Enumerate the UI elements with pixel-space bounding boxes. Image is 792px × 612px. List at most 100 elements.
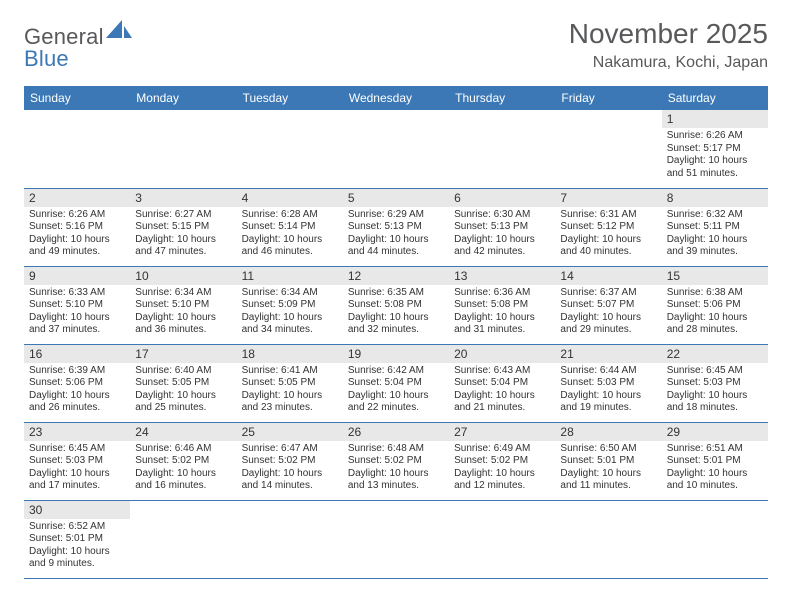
day-cell [237, 110, 343, 188]
week-row: 16Sunrise: 6:39 AMSunset: 5:06 PMDayligh… [24, 344, 768, 422]
title-block: November 2025 Nakamura, Kochi, Japan [569, 18, 768, 72]
day-cell: 18Sunrise: 6:41 AMSunset: 5:05 PMDayligh… [237, 344, 343, 422]
day-cell: 22Sunrise: 6:45 AMSunset: 5:03 PMDayligh… [662, 344, 768, 422]
day-number: 29 [662, 423, 768, 441]
day-cell: 25Sunrise: 6:47 AMSunset: 5:02 PMDayligh… [237, 422, 343, 500]
day-detail: Sunrise: 6:37 AMSunset: 5:07 PMDaylight:… [555, 285, 661, 341]
sail-icon [106, 20, 132, 45]
day-detail: Sunrise: 6:33 AMSunset: 5:10 PMDaylight:… [24, 285, 130, 341]
day-number: 23 [24, 423, 130, 441]
day-detail: Sunrise: 6:34 AMSunset: 5:10 PMDaylight:… [130, 285, 236, 341]
day-cell [24, 110, 130, 188]
day-number: 30 [24, 501, 130, 519]
day-detail: Sunrise: 6:44 AMSunset: 5:03 PMDaylight:… [555, 363, 661, 419]
day-number: 26 [343, 423, 449, 441]
day-cell: 15Sunrise: 6:38 AMSunset: 5:06 PMDayligh… [662, 266, 768, 344]
day-detail: Sunrise: 6:27 AMSunset: 5:15 PMDaylight:… [130, 207, 236, 263]
day-detail: Sunrise: 6:49 AMSunset: 5:02 PMDaylight:… [449, 441, 555, 497]
day-header-row: SundayMondayTuesdayWednesdayThursdayFrid… [24, 86, 768, 110]
day-header: Saturday [662, 86, 768, 110]
day-header: Wednesday [343, 86, 449, 110]
day-cell [449, 500, 555, 578]
day-number: 16 [24, 345, 130, 363]
header: General November 2025 Nakamura, Kochi, J… [24, 18, 768, 72]
day-cell: 11Sunrise: 6:34 AMSunset: 5:09 PMDayligh… [237, 266, 343, 344]
day-detail: Sunrise: 6:29 AMSunset: 5:13 PMDaylight:… [343, 207, 449, 263]
day-cell: 27Sunrise: 6:49 AMSunset: 5:02 PMDayligh… [449, 422, 555, 500]
logo-text-blue: Blue [24, 46, 69, 71]
day-cell [662, 500, 768, 578]
day-number: 25 [237, 423, 343, 441]
month-title: November 2025 [569, 18, 768, 50]
day-header: Sunday [24, 86, 130, 110]
day-cell [130, 500, 236, 578]
day-cell: 4Sunrise: 6:28 AMSunset: 5:14 PMDaylight… [237, 188, 343, 266]
day-number: 13 [449, 267, 555, 285]
day-number: 10 [130, 267, 236, 285]
day-detail: Sunrise: 6:26 AMSunset: 5:16 PMDaylight:… [24, 207, 130, 263]
day-detail: Sunrise: 6:50 AMSunset: 5:01 PMDaylight:… [555, 441, 661, 497]
day-cell [449, 110, 555, 188]
day-detail: Sunrise: 6:45 AMSunset: 5:03 PMDaylight:… [24, 441, 130, 497]
location: Nakamura, Kochi, Japan [569, 54, 768, 72]
day-number: 1 [662, 110, 768, 128]
day-cell: 23Sunrise: 6:45 AMSunset: 5:03 PMDayligh… [24, 422, 130, 500]
day-cell: 29Sunrise: 6:51 AMSunset: 5:01 PMDayligh… [662, 422, 768, 500]
day-cell: 5Sunrise: 6:29 AMSunset: 5:13 PMDaylight… [343, 188, 449, 266]
day-number: 24 [130, 423, 236, 441]
day-number: 28 [555, 423, 661, 441]
day-detail: Sunrise: 6:42 AMSunset: 5:04 PMDaylight:… [343, 363, 449, 419]
day-number: 22 [662, 345, 768, 363]
day-number: 19 [343, 345, 449, 363]
day-number: 21 [555, 345, 661, 363]
day-detail: Sunrise: 6:38 AMSunset: 5:06 PMDaylight:… [662, 285, 768, 341]
week-row: 30Sunrise: 6:52 AMSunset: 5:01 PMDayligh… [24, 500, 768, 578]
day-cell: 3Sunrise: 6:27 AMSunset: 5:15 PMDaylight… [130, 188, 236, 266]
day-cell: 12Sunrise: 6:35 AMSunset: 5:08 PMDayligh… [343, 266, 449, 344]
day-detail: Sunrise: 6:43 AMSunset: 5:04 PMDaylight:… [449, 363, 555, 419]
day-cell: 14Sunrise: 6:37 AMSunset: 5:07 PMDayligh… [555, 266, 661, 344]
day-number: 12 [343, 267, 449, 285]
day-cell: 7Sunrise: 6:31 AMSunset: 5:12 PMDaylight… [555, 188, 661, 266]
logo-blue-row: Blue [24, 46, 69, 72]
day-number: 11 [237, 267, 343, 285]
day-detail: Sunrise: 6:52 AMSunset: 5:01 PMDaylight:… [24, 519, 130, 575]
day-cell: 8Sunrise: 6:32 AMSunset: 5:11 PMDaylight… [662, 188, 768, 266]
day-cell: 10Sunrise: 6:34 AMSunset: 5:10 PMDayligh… [130, 266, 236, 344]
day-header: Thursday [449, 86, 555, 110]
page: General November 2025 Nakamura, Kochi, J… [0, 0, 792, 612]
day-number: 17 [130, 345, 236, 363]
day-detail: Sunrise: 6:48 AMSunset: 5:02 PMDaylight:… [343, 441, 449, 497]
day-cell: 6Sunrise: 6:30 AMSunset: 5:13 PMDaylight… [449, 188, 555, 266]
day-detail: Sunrise: 6:28 AMSunset: 5:14 PMDaylight:… [237, 207, 343, 263]
day-number: 4 [237, 189, 343, 207]
day-header: Friday [555, 86, 661, 110]
day-number: 9 [24, 267, 130, 285]
day-number: 7 [555, 189, 661, 207]
calendar-table: SundayMondayTuesdayWednesdayThursdayFrid… [24, 86, 768, 579]
day-number: 27 [449, 423, 555, 441]
day-number: 14 [555, 267, 661, 285]
day-detail: Sunrise: 6:30 AMSunset: 5:13 PMDaylight:… [449, 207, 555, 263]
day-cell: 20Sunrise: 6:43 AMSunset: 5:04 PMDayligh… [449, 344, 555, 422]
week-row: 9Sunrise: 6:33 AMSunset: 5:10 PMDaylight… [24, 266, 768, 344]
day-detail: Sunrise: 6:41 AMSunset: 5:05 PMDaylight:… [237, 363, 343, 419]
day-detail: Sunrise: 6:40 AMSunset: 5:05 PMDaylight:… [130, 363, 236, 419]
day-cell: 19Sunrise: 6:42 AMSunset: 5:04 PMDayligh… [343, 344, 449, 422]
day-cell: 26Sunrise: 6:48 AMSunset: 5:02 PMDayligh… [343, 422, 449, 500]
day-cell: 21Sunrise: 6:44 AMSunset: 5:03 PMDayligh… [555, 344, 661, 422]
day-detail: Sunrise: 6:35 AMSunset: 5:08 PMDaylight:… [343, 285, 449, 341]
day-number: 3 [130, 189, 236, 207]
day-detail: Sunrise: 6:26 AMSunset: 5:17 PMDaylight:… [662, 128, 768, 184]
day-cell: 13Sunrise: 6:36 AMSunset: 5:08 PMDayligh… [449, 266, 555, 344]
day-number: 8 [662, 189, 768, 207]
day-cell: 24Sunrise: 6:46 AMSunset: 5:02 PMDayligh… [130, 422, 236, 500]
day-cell: 30Sunrise: 6:52 AMSunset: 5:01 PMDayligh… [24, 500, 130, 578]
day-header: Monday [130, 86, 236, 110]
week-row: 23Sunrise: 6:45 AMSunset: 5:03 PMDayligh… [24, 422, 768, 500]
day-cell: 2Sunrise: 6:26 AMSunset: 5:16 PMDaylight… [24, 188, 130, 266]
day-detail: Sunrise: 6:46 AMSunset: 5:02 PMDaylight:… [130, 441, 236, 497]
day-cell: 28Sunrise: 6:50 AMSunset: 5:01 PMDayligh… [555, 422, 661, 500]
day-number: 2 [24, 189, 130, 207]
week-row: 1Sunrise: 6:26 AMSunset: 5:17 PMDaylight… [24, 110, 768, 188]
